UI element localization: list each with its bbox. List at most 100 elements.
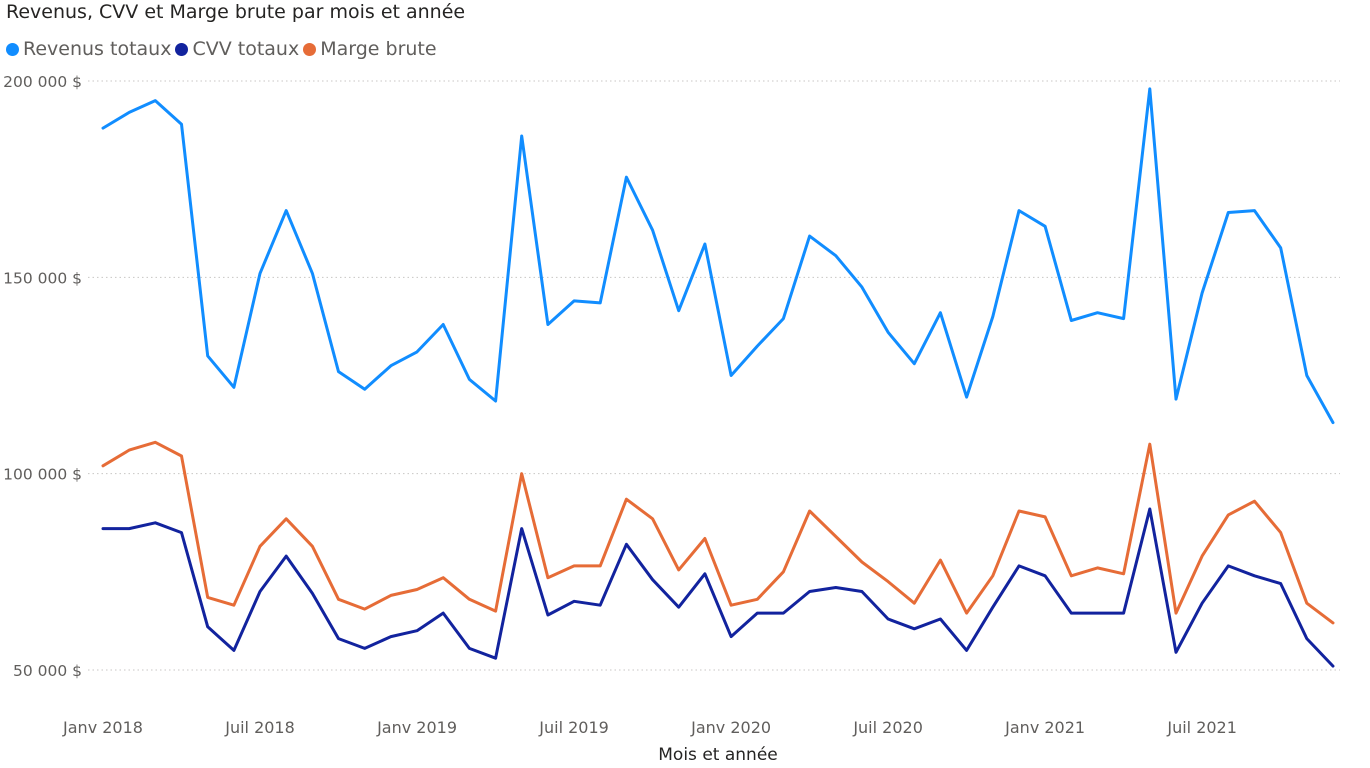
data-point[interactable] xyxy=(1303,599,1311,607)
data-point[interactable] xyxy=(832,584,840,592)
data-point[interactable] xyxy=(335,635,343,643)
data-point[interactable] xyxy=(439,609,447,617)
data-point[interactable] xyxy=(753,595,761,603)
data-point[interactable] xyxy=(518,132,526,140)
data-point[interactable] xyxy=(230,601,238,609)
data-point[interactable] xyxy=(1172,395,1180,403)
data-point[interactable] xyxy=(963,393,971,401)
data-point[interactable] xyxy=(125,446,133,454)
data-point[interactable] xyxy=(308,589,316,597)
data-point[interactable] xyxy=(1172,648,1180,656)
data-point[interactable] xyxy=(1120,609,1128,617)
legend-item-marge[interactable]: Marge brute xyxy=(303,38,437,60)
data-point[interactable] xyxy=(1329,619,1337,627)
data-point[interactable] xyxy=(701,240,709,248)
data-point[interactable] xyxy=(858,558,866,566)
data-point[interactable] xyxy=(230,646,238,654)
data-point[interactable] xyxy=(832,252,840,260)
data-point[interactable] xyxy=(570,597,578,605)
series-path[interactable] xyxy=(101,87,1335,425)
data-point[interactable] xyxy=(622,540,630,548)
data-point[interactable] xyxy=(963,609,971,617)
data-point[interactable] xyxy=(675,307,683,315)
data-point[interactable] xyxy=(465,644,473,652)
data-point[interactable] xyxy=(335,595,343,603)
data-point[interactable] xyxy=(1015,507,1023,515)
data-point[interactable] xyxy=(335,368,343,376)
data-point[interactable] xyxy=(230,383,238,391)
data-point[interactable] xyxy=(596,562,604,570)
data-point[interactable] xyxy=(884,615,892,623)
data-point[interactable] xyxy=(1067,317,1075,325)
series-line-revenus[interactable] xyxy=(99,85,1337,427)
data-point[interactable] xyxy=(1146,505,1154,513)
data-point[interactable] xyxy=(1277,244,1285,252)
data-point[interactable] xyxy=(282,552,290,560)
data-point[interactable] xyxy=(387,633,395,641)
data-point[interactable] xyxy=(936,556,944,564)
data-point[interactable] xyxy=(1172,609,1180,617)
data-point[interactable] xyxy=(256,542,264,550)
data-point[interactable] xyxy=(99,124,107,132)
data-point[interactable] xyxy=(806,587,814,595)
data-point[interactable] xyxy=(1146,85,1154,93)
data-point[interactable] xyxy=(701,534,709,542)
data-point[interactable] xyxy=(806,507,814,515)
data-point[interactable] xyxy=(361,644,369,652)
data-point[interactable] xyxy=(204,352,212,360)
data-point[interactable] xyxy=(204,623,212,631)
data-point[interactable] xyxy=(989,603,997,611)
data-point[interactable] xyxy=(910,360,918,368)
data-point[interactable] xyxy=(1041,572,1049,580)
data-point[interactable] xyxy=(936,615,944,623)
data-point[interactable] xyxy=(1041,513,1049,521)
data-point[interactable] xyxy=(125,108,133,116)
data-point[interactable] xyxy=(282,207,290,215)
data-point[interactable] xyxy=(779,315,787,323)
data-point[interactable] xyxy=(1198,289,1206,297)
data-point[interactable] xyxy=(858,587,866,595)
data-point[interactable] xyxy=(387,362,395,370)
series-line-cvv[interactable] xyxy=(99,505,1337,670)
series-line-marge[interactable] xyxy=(99,438,1337,627)
legend-item-revenus[interactable]: Revenus totaux xyxy=(6,38,171,60)
data-point[interactable] xyxy=(465,375,473,383)
data-point[interactable] xyxy=(1093,309,1101,317)
data-point[interactable] xyxy=(753,609,761,617)
data-point[interactable] xyxy=(492,654,500,662)
series-lines[interactable] xyxy=(99,85,1337,670)
data-point[interactable] xyxy=(596,299,604,307)
data-point[interactable] xyxy=(1198,599,1206,607)
data-point[interactable] xyxy=(701,570,709,578)
data-point[interactable] xyxy=(989,313,997,321)
data-point[interactable] xyxy=(596,601,604,609)
data-point[interactable] xyxy=(492,397,500,405)
data-point[interactable] xyxy=(1067,572,1075,580)
data-point[interactable] xyxy=(178,452,186,460)
data-point[interactable] xyxy=(544,574,552,582)
data-point[interactable] xyxy=(1329,662,1337,670)
data-point[interactable] xyxy=(727,601,735,609)
data-point[interactable] xyxy=(910,625,918,633)
data-point[interactable] xyxy=(178,120,186,128)
data-point[interactable] xyxy=(675,566,683,574)
data-point[interactable] xyxy=(1250,207,1258,215)
data-point[interactable] xyxy=(858,283,866,291)
chart-legend[interactable]: Revenus totaux CVV totaux Marge brute xyxy=(6,38,441,60)
data-point[interactable] xyxy=(308,542,316,550)
data-point[interactable] xyxy=(413,348,421,356)
data-point[interactable] xyxy=(1041,222,1049,230)
data-point[interactable] xyxy=(125,525,133,533)
data-point[interactable] xyxy=(1277,529,1285,537)
data-point[interactable] xyxy=(1093,609,1101,617)
data-point[interactable] xyxy=(1224,562,1232,570)
data-point[interactable] xyxy=(151,438,159,446)
data-point[interactable] xyxy=(570,297,578,305)
data-point[interactable] xyxy=(1329,419,1337,427)
data-point[interactable] xyxy=(518,525,526,533)
data-point[interactable] xyxy=(989,572,997,580)
data-point[interactable] xyxy=(806,232,814,240)
data-point[interactable] xyxy=(256,269,264,277)
data-point[interactable] xyxy=(622,173,630,181)
data-point[interactable] xyxy=(1198,552,1206,560)
